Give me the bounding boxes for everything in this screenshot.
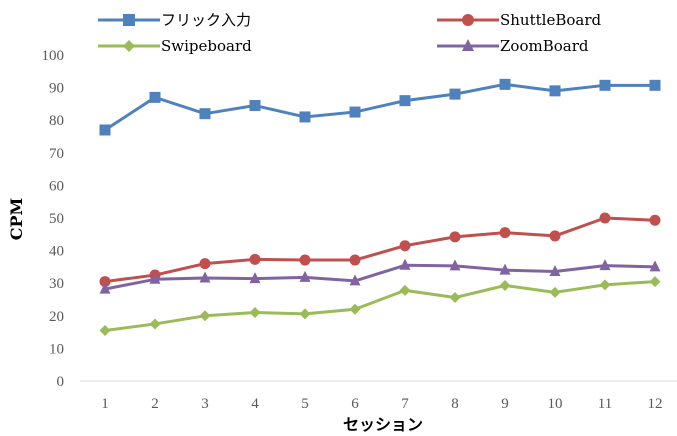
data-point [449,88,461,100]
y-tick-label: 20 [49,309,64,325]
data-point [149,91,161,103]
y-tick-label: 30 [49,276,64,292]
data-point [649,214,661,226]
data-point [249,253,261,265]
y-tick-label: 40 [49,244,64,260]
series-triangle [99,258,661,294]
data-point [99,282,111,294]
data-point [299,270,311,282]
legend: フリック入力 ShuttleBoard Swipeboard ZoomBoard [98,11,601,55]
data-point [249,100,261,112]
data-point [99,276,111,288]
data-point [99,124,111,136]
legend-item: フリック入力 [98,11,251,29]
y-tick-label: 100 [42,48,65,64]
legend-swatch-marker [123,40,135,52]
x-tick-label: 4 [251,396,259,412]
data-point [649,276,661,288]
data-point [249,307,261,319]
legend-label: フリック入力 [161,11,251,29]
y-tick-label: 70 [49,146,64,162]
y-tick-label: 10 [49,341,64,357]
series-lines [99,78,661,336]
x-tick-label: 8 [451,396,459,412]
data-point [349,106,361,118]
data-point [199,108,211,120]
data-point [349,254,361,266]
data-point [149,272,161,284]
data-point [199,271,211,283]
data-point [599,279,611,291]
data-point [599,259,611,271]
data-point [199,310,211,322]
legend-label: ShuttleBoard [500,11,601,29]
data-point [349,274,361,286]
data-point [149,318,161,330]
legend-swatch-marker [462,39,474,51]
x-tick-label: 7 [401,396,409,412]
data-point [399,258,411,270]
y-tick-label: 60 [49,178,64,194]
data-point [399,240,411,252]
legend-label: ZoomBoard [500,37,589,55]
x-tick-label: 3 [201,396,209,412]
legend-swatch-marker [462,14,474,26]
x-tick-label: 12 [648,396,663,412]
x-tick-label: 10 [548,396,563,412]
data-point [649,260,661,272]
y-axis-title: CPM [7,198,26,240]
data-point [549,230,561,242]
x-tick-label: 1 [101,396,109,412]
legend-item: Swipeboard [98,37,252,55]
series-line [104,82,655,132]
x-tick-label: 9 [501,396,509,412]
x-tick-label: 6 [351,396,359,412]
data-point [549,264,561,276]
data-point [499,279,511,291]
y-tick-label: 50 [49,211,64,227]
legend-item: ZoomBoard [437,37,589,55]
series-square [99,78,661,136]
data-point [499,263,511,275]
legend-item: ShuttleBoard [437,11,601,29]
data-point [99,324,111,336]
data-point [549,85,561,97]
data-point [449,231,461,243]
y-tick-label: 90 [49,81,64,97]
series-circle [99,212,661,288]
data-point [349,303,361,315]
series-line [104,280,656,332]
data-point [449,292,461,304]
data-point [599,212,611,224]
series-line [104,263,656,291]
data-point [299,111,311,123]
data-point [199,258,211,270]
y-tick-label: 80 [49,113,64,129]
data-point [499,227,511,239]
x-tick-label: 11 [598,396,612,412]
data-point [299,254,311,266]
data-point [399,284,411,296]
data-point [249,272,261,284]
legend-swatch-marker [123,14,135,26]
data-point [399,95,411,107]
data-point [449,259,461,271]
data-point [549,286,561,298]
legend-label: Swipeboard [161,37,252,55]
data-point [599,79,611,91]
x-tick-label: 5 [301,396,309,412]
y-tick-label: 0 [57,374,65,390]
x-axis-title: セッション [343,415,423,434]
series-diamond [99,276,661,336]
data-point [649,79,661,91]
data-point [499,78,511,90]
data-point [299,308,311,320]
x-tick-label: 2 [151,396,159,412]
series-line [104,216,656,284]
